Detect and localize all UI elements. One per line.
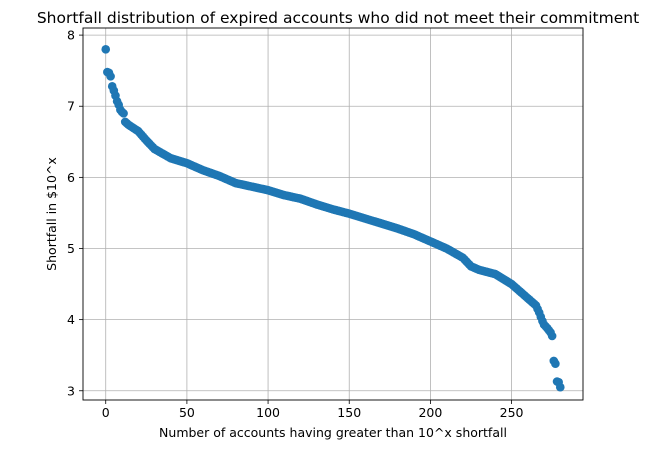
y-tick-label: 4 <box>67 312 75 327</box>
y-tick-label: 8 <box>67 28 75 43</box>
x-tick-label: 0 <box>102 405 110 420</box>
y-tick-label: 5 <box>67 241 75 256</box>
data-point <box>101 45 111 54</box>
x-tick-label: 100 <box>256 405 280 420</box>
data-point <box>106 72 115 81</box>
y-tick-label: 6 <box>67 170 75 185</box>
chart-title: Shortfall distribution of expired accoun… <box>37 9 639 27</box>
data-point <box>551 359 560 369</box>
x-tick-label: 250 <box>500 405 524 420</box>
x-tick-label: 50 <box>179 405 195 420</box>
axis-ticks: 0 50 100 150 200 250 3 4 5 6 7 8 <box>67 28 524 420</box>
plot-frame <box>82 27 584 401</box>
data-point <box>119 109 128 118</box>
x-tick-label: 150 <box>337 405 361 420</box>
y-axis-label: Shortfall in $10^x <box>44 157 59 271</box>
data-point <box>555 382 565 392</box>
x-tick-label: 200 <box>418 405 442 420</box>
data-points <box>101 45 565 392</box>
y-tick-label: 7 <box>67 99 75 114</box>
grid-lines <box>83 28 583 400</box>
y-tick-label: 3 <box>67 383 75 398</box>
x-axis-label: Number of accounts having greater than 1… <box>159 425 507 440</box>
data-point <box>547 331 557 341</box>
